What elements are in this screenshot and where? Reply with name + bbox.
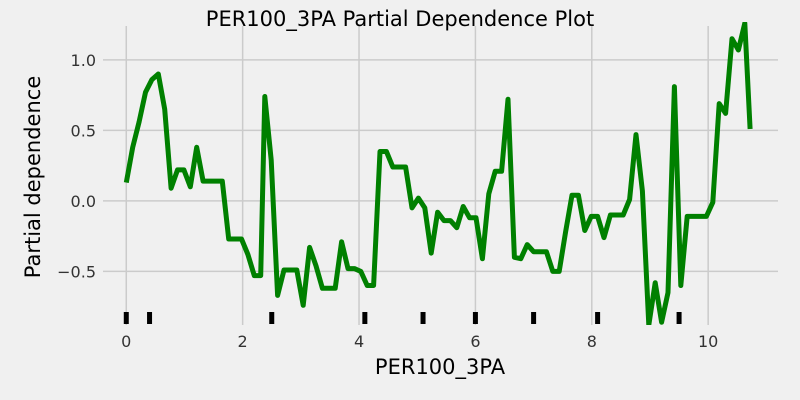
y-tick-label: 1.0 xyxy=(71,51,96,70)
chart-title: PER100_3PA Partial Dependence Plot xyxy=(206,7,594,32)
grid-layer xyxy=(103,26,778,325)
rug-tick xyxy=(472,312,478,324)
rug-tick xyxy=(362,312,368,324)
rug-tick xyxy=(147,312,153,324)
x-tick-label: 2 xyxy=(238,332,248,351)
partial-dependence-line xyxy=(123,22,753,325)
y-axis-label: Partial dependence xyxy=(21,76,45,279)
y-tick-label: 0.5 xyxy=(71,121,96,140)
rug-tick xyxy=(676,312,682,324)
x-axis-label: PER100_3PA xyxy=(375,355,506,380)
rug-tick xyxy=(531,312,537,324)
rug-tick xyxy=(269,312,275,324)
x-tick-labels: 0 2 4 6 8 10 xyxy=(121,332,718,351)
rug-tick xyxy=(420,312,426,324)
rug-tick xyxy=(595,312,601,324)
y-tick-labels: −0.5 0.0 0.5 1.0 xyxy=(57,51,96,282)
x-tick-label: 6 xyxy=(470,332,480,351)
x-tick-label: 10 xyxy=(698,332,718,351)
y-tick-label: 0.0 xyxy=(71,192,96,211)
x-tick-label: 0 xyxy=(121,332,131,351)
line-layer xyxy=(123,22,753,325)
rug-tick xyxy=(123,312,129,324)
x-tick-label: 4 xyxy=(354,332,364,351)
y-tick-label: −0.5 xyxy=(57,262,96,281)
x-tick-label: 8 xyxy=(587,332,597,351)
rug-layer xyxy=(123,312,682,324)
